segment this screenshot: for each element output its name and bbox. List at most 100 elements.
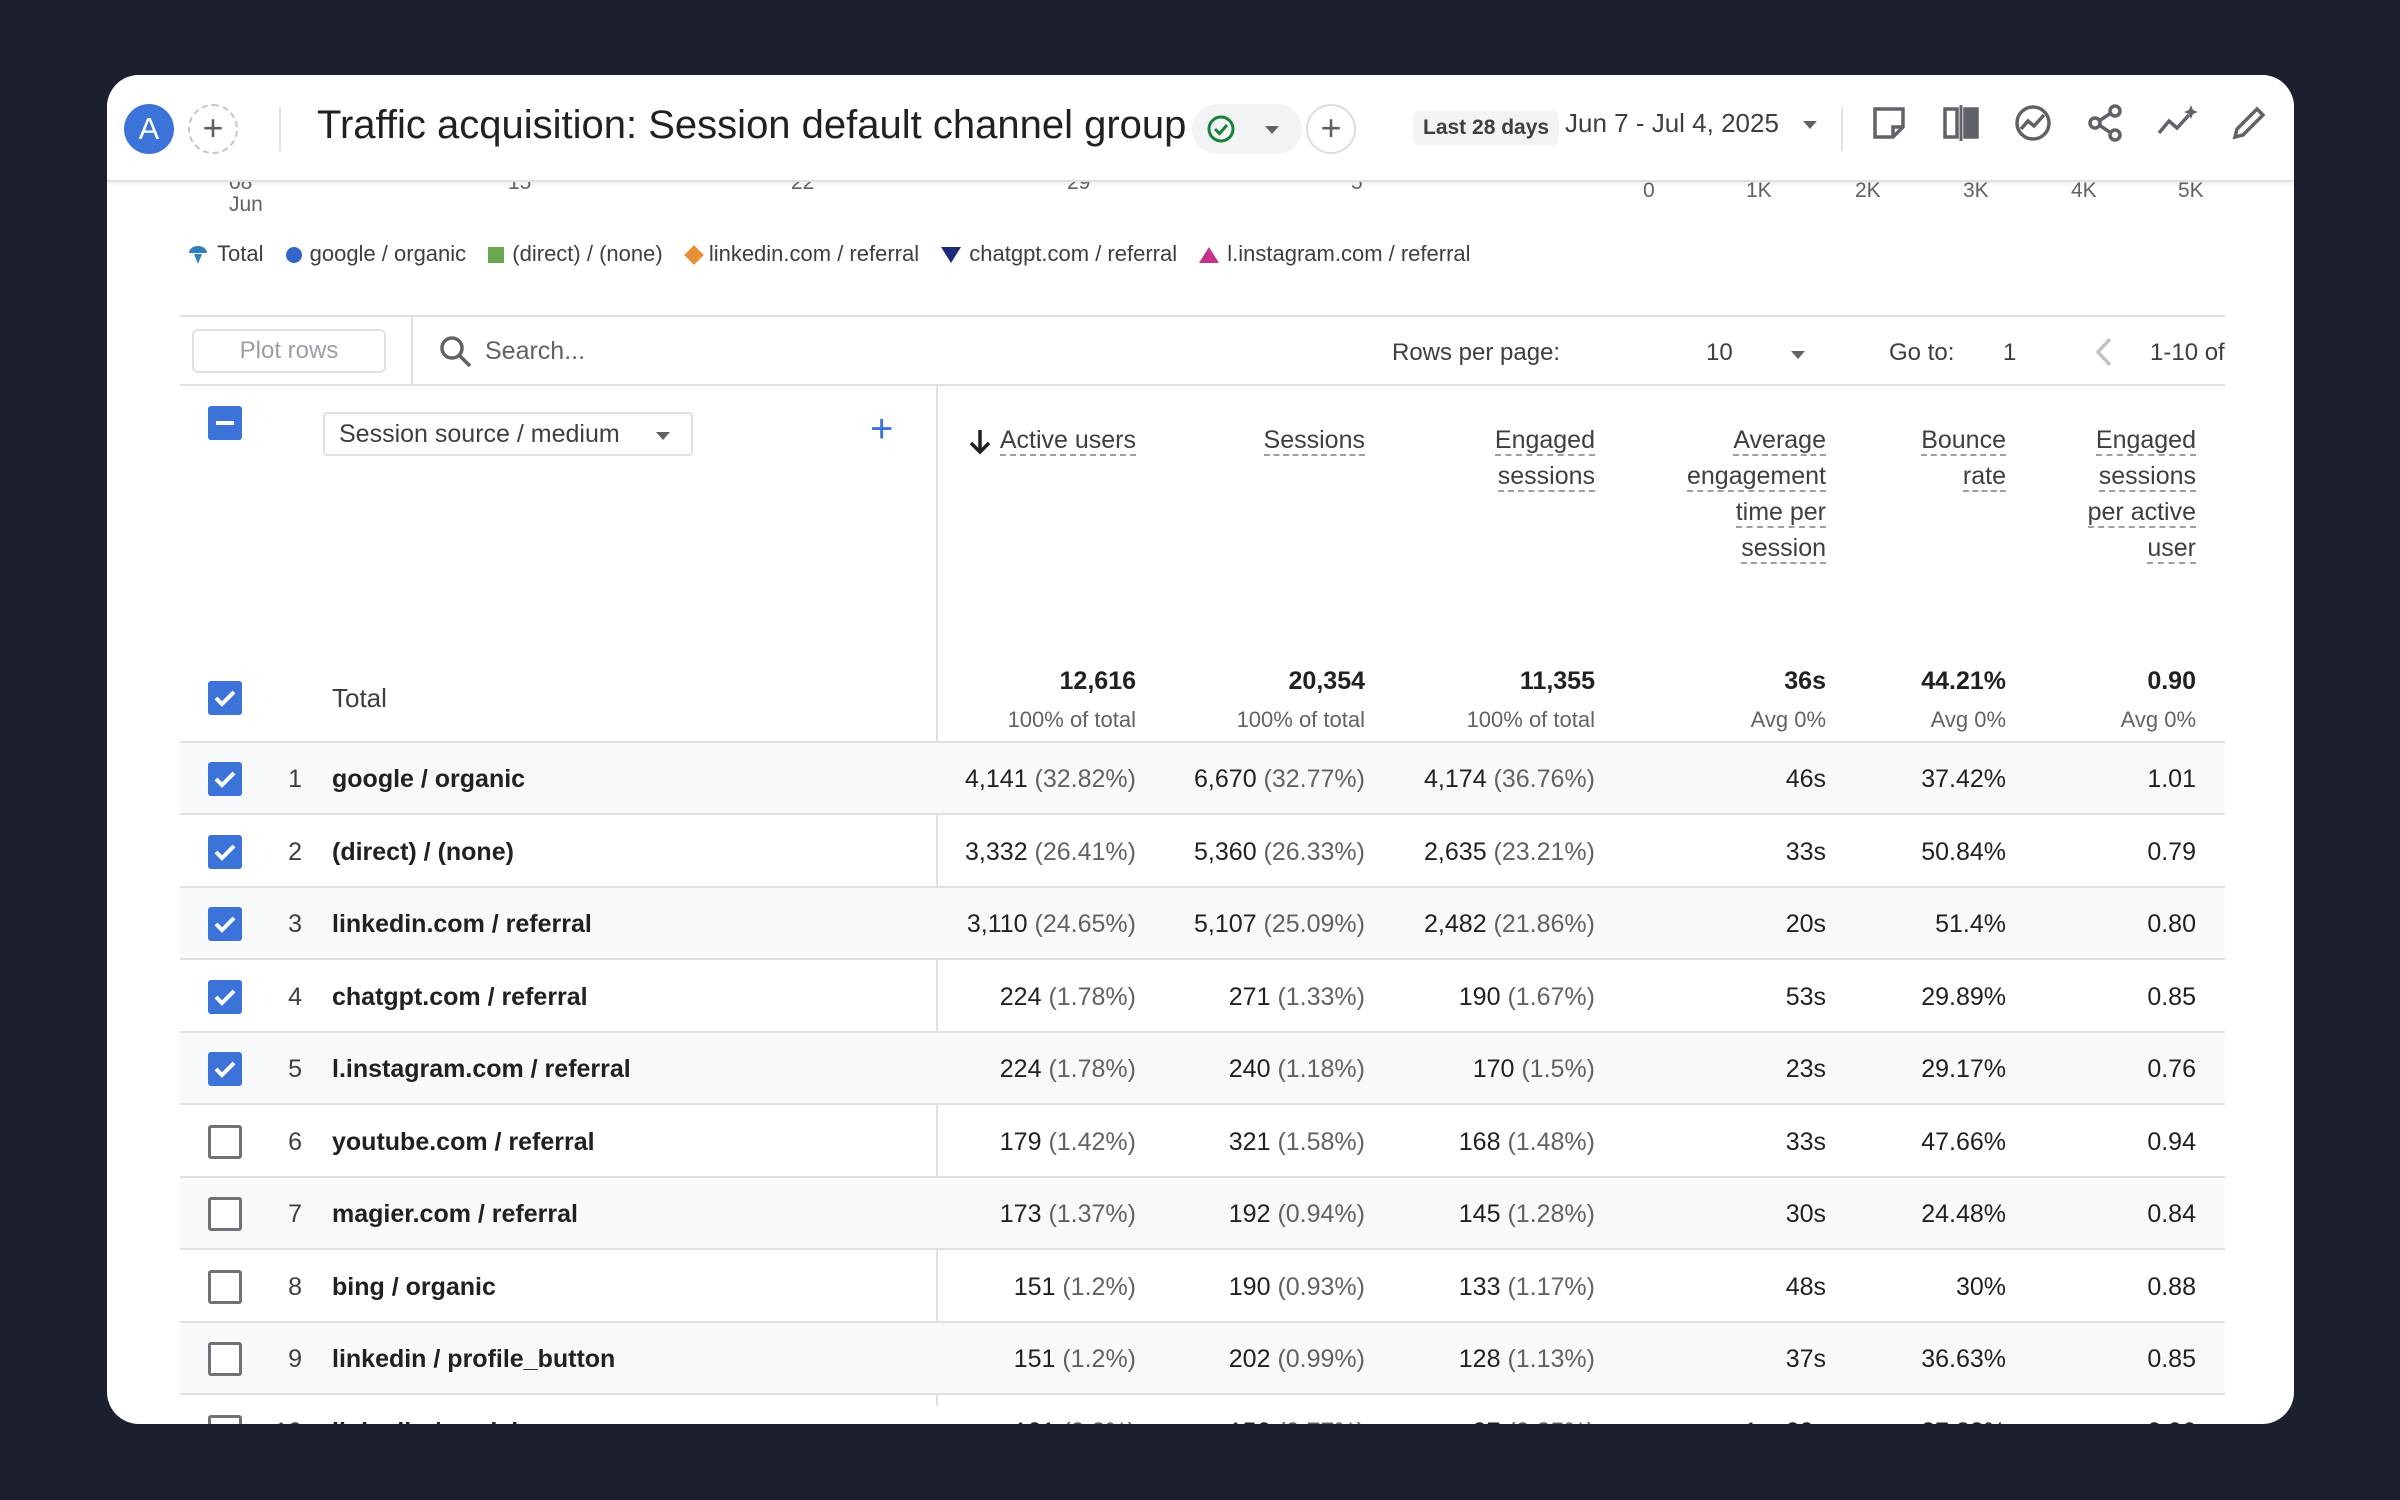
row-number: 4	[288, 982, 302, 1011]
cell-engaged-sessions: 2,482 (21.86%)	[1405, 910, 1595, 939]
row-checkbox[interactable]	[208, 762, 242, 796]
column-header-label: Active users	[999, 426, 1136, 456]
cell-percent: (25.09%)	[1263, 910, 1365, 938]
compare-icon[interactable]	[1939, 101, 1983, 145]
row-dimension-value[interactable]: linkedin / profile_button	[332, 1345, 616, 1373]
add-card-button[interactable]: +	[1306, 104, 1356, 154]
column-header-label: session	[1741, 534, 1826, 564]
row-checkbox[interactable]	[208, 1052, 242, 1086]
legend-item-series[interactable]: l.instagram.com / referral	[1199, 241, 1471, 267]
cell-value: 46s	[1785, 765, 1826, 793]
row-checkbox[interactable]	[208, 907, 242, 941]
cell-eng-per-user: 0.88	[2036, 1273, 2196, 1302]
column-header-active-users[interactable]: Active users	[946, 422, 1136, 458]
cell-value: 2,635	[1424, 837, 1487, 866]
table-row[interactable]: 4 chatgpt.com / referral 224 (1.78%) 271 (1…	[180, 961, 2225, 1033]
goto-page-input[interactable]: 1	[2003, 339, 2017, 366]
table-row[interactable]: 5 l.instagram.com / referral 224 (1.78%) 24…	[180, 1033, 2225, 1105]
cell-value: 20s	[1785, 910, 1826, 938]
date-preset-chip[interactable]: Last 28 days	[1413, 111, 1560, 145]
column-header-bounce-rate[interactable]: Bounce rate	[1856, 422, 2006, 494]
cell-bounce-rate: 30%	[1856, 1273, 2006, 1302]
legend-item-series[interactable]: chatgpt.com / referral	[941, 241, 1177, 267]
notes-icon[interactable]	[1867, 101, 1911, 145]
insights-icon[interactable]	[2011, 101, 2055, 145]
row-checkbox[interactable]	[208, 1269, 242, 1304]
legend-item-series[interactable]: linkedin.com / referral	[683, 241, 919, 267]
cell-value: 170	[1472, 1055, 1515, 1083]
report-status-dropdown[interactable]	[1192, 104, 1302, 154]
row-checkbox[interactable]	[208, 979, 242, 1014]
legend-item-series[interactable]: (direct) / (none)	[488, 241, 663, 267]
rows-per-page-select[interactable]: 10	[1706, 339, 1733, 366]
row-dimension-value[interactable]: chatgpt.com / referral	[332, 982, 588, 1011]
total-value: 0.90	[2147, 667, 2196, 695]
column-header-avg-engagement[interactable]: Average engagement time per session	[1636, 422, 1826, 566]
row-checkbox[interactable]	[208, 1197, 242, 1231]
chevron-down-icon[interactable]	[1802, 120, 1818, 130]
cell-eng-per-user: 0.94	[2036, 1128, 2196, 1157]
row-dimension-value[interactable]: bing / organic	[332, 1272, 496, 1301]
row-dimension-value[interactable]: youtube.com / referral	[332, 1127, 595, 1156]
cell-percent: (1.58%)	[1277, 1127, 1365, 1156]
edit-icon[interactable]	[2227, 101, 2271, 145]
table-row[interactable]: 6 youtube.com / referral 179 (1.42%) 321 (1…	[180, 1106, 2225, 1178]
account-avatar[interactable]: A	[124, 104, 174, 154]
cell-value: 2,482	[1424, 910, 1487, 938]
row-dimension-value[interactable]: magier.com / referral	[332, 1200, 578, 1228]
sparkle-trend-icon[interactable]	[2155, 101, 2199, 145]
table-row[interactable]: 10 linkedin / social 101 (0.8%) 156 (0.77%)…	[180, 1396, 2225, 1425]
pagination-range: 1-10 of 150	[2150, 339, 2225, 366]
row-dimension-value[interactable]: linkedin / social	[332, 1418, 518, 1425]
row-dimension-value[interactable]: linkedin.com / referral	[332, 910, 592, 938]
date-range-label[interactable]: Jun 7 - Jul 4, 2025	[1565, 108, 1779, 138]
column-header-sessions[interactable]: Sessions	[1175, 422, 1365, 458]
table-row[interactable]: 2 (direct) / (none) 3,332 (26.41%) 5,360 (2…	[180, 816, 2225, 888]
cell-value: 224	[999, 1055, 1042, 1083]
row-number: 6	[288, 1127, 302, 1156]
plot-rows-button[interactable]: Plot rows	[192, 329, 386, 373]
select-all-checkbox[interactable]	[208, 406, 242, 440]
cell-engaged-sessions: 4,174 (36.76%)	[1405, 765, 1595, 794]
total-checkbox[interactable]	[208, 681, 242, 715]
legend-item-series[interactable]: google / organic	[285, 241, 466, 267]
table-row[interactable]: 9 linkedin / profile_button 151 (1.2%) 202 …	[180, 1323, 2225, 1395]
column-header-engaged-sessions[interactable]: Engaged sessions	[1405, 422, 1595, 494]
add-dimension-button[interactable]: +	[870, 407, 894, 451]
column-header-eng-per-user[interactable]: Engaged sessions per active user	[2036, 422, 2196, 566]
bar-axis-tick: 3K	[1963, 179, 1989, 202]
row-number: 1	[288, 765, 302, 793]
cell-sessions: 5,360 (26.33%)	[1175, 838, 1365, 867]
legend-item-total[interactable]: Total	[187, 241, 263, 267]
chevron-down-icon[interactable]	[1790, 350, 1806, 360]
cell-value: 30s	[1785, 1200, 1826, 1228]
row-dimension-value[interactable]: l.instagram.com / referral	[332, 1055, 631, 1083]
dimension-dropdown[interactable]: Session source / medium	[323, 412, 693, 456]
table-row[interactable]: 8 bing / organic 151 (1.2%) 190 (0.93%) 133 …	[180, 1251, 2225, 1323]
chevron-left-icon[interactable]	[2094, 336, 2114, 368]
row-dimension-value[interactable]: google / organic	[332, 765, 526, 793]
cell-avg-engagement: 33s	[1636, 1128, 1826, 1157]
column-header-label: Engaged	[1494, 426, 1595, 456]
row-number: 7	[288, 1200, 302, 1228]
chevron-down-icon	[656, 432, 670, 440]
search-input[interactable]	[485, 331, 905, 371]
table-row[interactable]: 3 linkedin.com / referral 3,110 (24.65%) 5,…	[180, 888, 2225, 960]
row-checkbox[interactable]	[208, 1124, 242, 1159]
total-subtext: 100% of total	[1007, 707, 1136, 732]
table-row[interactable]: 7 magier.com / referral 173 (1.37%) 192 (0.…	[180, 1178, 2225, 1250]
add-comparison-button[interactable]: +	[188, 104, 238, 154]
x-axis-tick: 5	[1351, 171, 1363, 194]
share-icon[interactable]	[2083, 101, 2127, 145]
cell-value: 168	[1458, 1127, 1501, 1156]
table-row[interactable]: 1 google / organic 4,141 (32.82%) 6,670 (32…	[180, 743, 2225, 815]
cell-value: 23s	[1785, 1055, 1826, 1083]
row-checkbox[interactable]	[208, 1342, 242, 1376]
row-dimension-value[interactable]: (direct) / (none)	[332, 837, 514, 866]
row-checkbox[interactable]	[208, 1414, 242, 1424]
total-subtext: 100% of total	[1466, 707, 1595, 732]
chart-legend: Total google / organic (direct) / (none)…	[187, 240, 1473, 274]
cell-avg-engagement: 48s	[1636, 1273, 1826, 1302]
bar-axis-tick: 1K	[1746, 179, 1772, 202]
row-checkbox[interactable]	[208, 834, 242, 869]
